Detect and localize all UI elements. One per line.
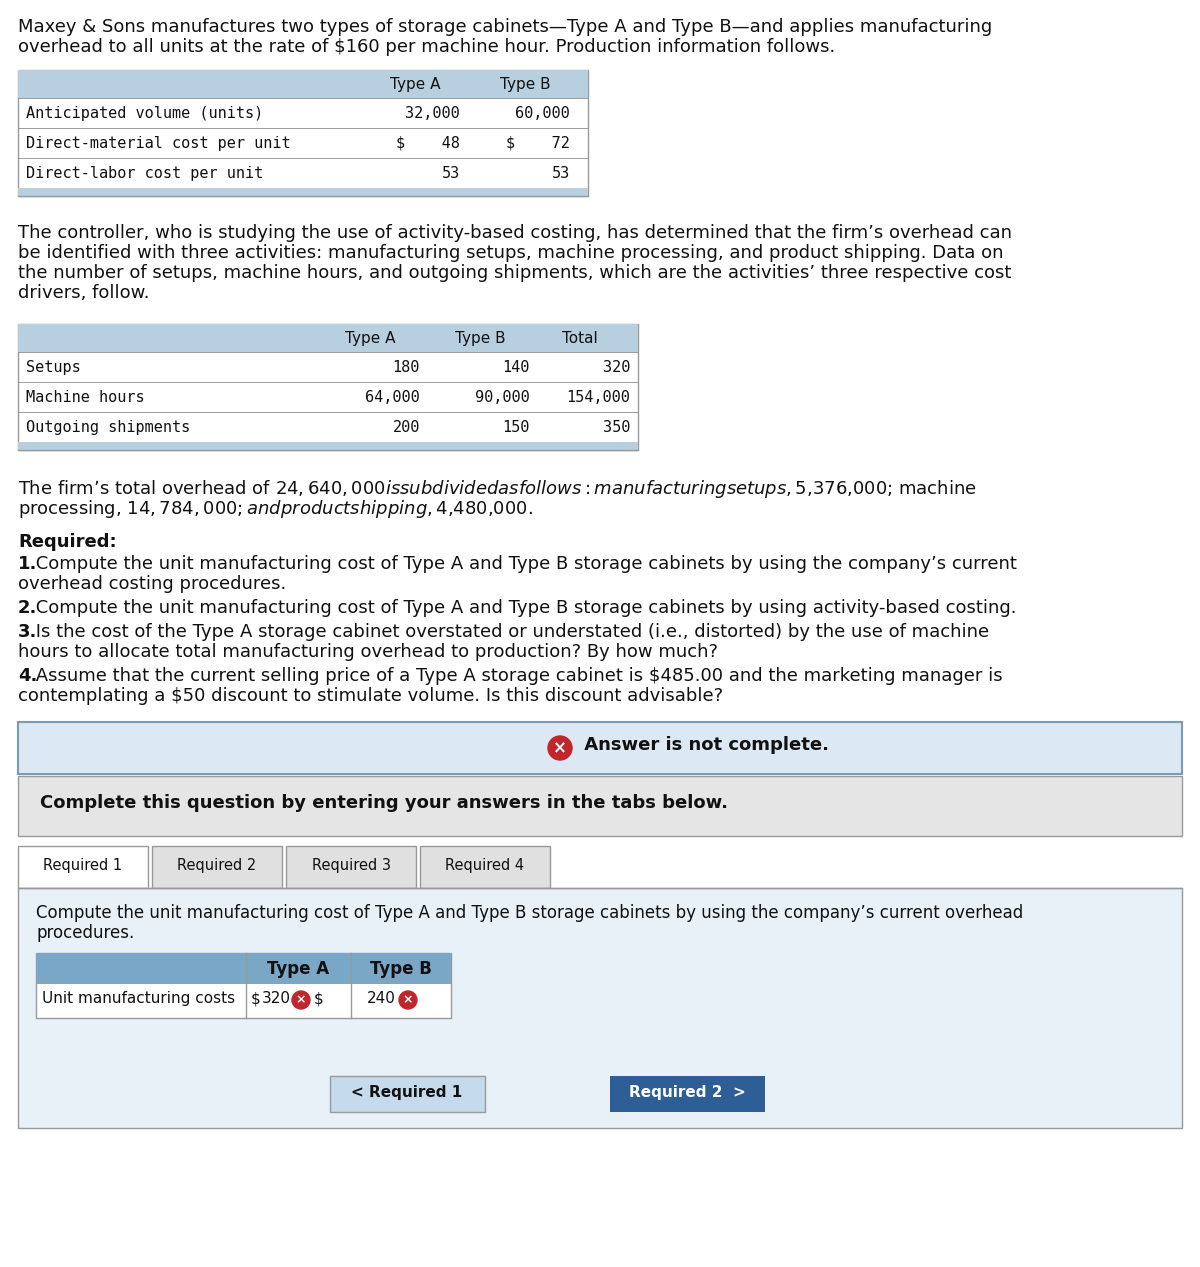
- Bar: [18, 442, 638, 450]
- Text: Required 1: Required 1: [43, 858, 122, 873]
- Text: Compute the unit manufacturing cost of Type A and Type B storage cabinets by usi: Compute the unit manufacturing cost of T…: [36, 903, 1024, 922]
- Bar: [18, 70, 588, 196]
- Text: 4.: 4.: [18, 666, 37, 685]
- Circle shape: [292, 991, 310, 1009]
- Bar: [330, 1076, 485, 1112]
- Bar: [18, 888, 1182, 1128]
- Bar: [18, 846, 148, 888]
- Text: procedures.: procedures.: [36, 924, 134, 941]
- Circle shape: [398, 991, 418, 1009]
- Text: Assume that the current selling price of a Type A storage cabinet is $485.00 and: Assume that the current selling price of…: [30, 666, 1003, 685]
- Text: Compute the unit manufacturing cost of Type A and Type B storage cabinets by usi: Compute the unit manufacturing cost of T…: [30, 555, 1016, 573]
- Text: Machine hours: Machine hours: [26, 390, 145, 405]
- Text: 2.: 2.: [18, 599, 37, 617]
- Text: Direct-material cost per unit: Direct-material cost per unit: [26, 136, 290, 151]
- Circle shape: [548, 736, 572, 760]
- Bar: [152, 846, 282, 888]
- Bar: [36, 953, 451, 1017]
- Bar: [610, 1076, 766, 1112]
- Text: hours to allocate total manufacturing overhead to production? By how much?: hours to allocate total manufacturing ov…: [18, 642, 718, 661]
- Text: $: $: [251, 991, 260, 1006]
- Text: Type A: Type A: [344, 331, 395, 346]
- Text: 53: 53: [552, 166, 570, 181]
- Text: ×: ×: [403, 993, 413, 1006]
- Text: Required 2: Required 2: [178, 858, 257, 873]
- Text: 154,000: 154,000: [566, 390, 630, 405]
- Text: Anticipated volume (units): Anticipated volume (units): [26, 106, 263, 122]
- Text: contemplating a $50 discount to stimulate volume. Is this discount advisable?: contemplating a $50 discount to stimulat…: [18, 687, 724, 704]
- Bar: [18, 70, 588, 98]
- Text: Setups: Setups: [26, 360, 80, 375]
- Text: 32,000: 32,000: [406, 106, 460, 122]
- Text: Unit manufacturing costs: Unit manufacturing costs: [42, 991, 235, 1006]
- Text: $: $: [314, 991, 324, 1006]
- Text: overhead costing procedures.: overhead costing procedures.: [18, 575, 287, 593]
- Bar: [420, 846, 550, 888]
- Text: 90,000: 90,000: [475, 390, 530, 405]
- Text: ×: ×: [295, 993, 306, 1006]
- Text: be identified with three activities: manufacturing setups, machine processing, a: be identified with three activities: man…: [18, 245, 1003, 262]
- Text: Required 3: Required 3: [312, 858, 390, 873]
- Bar: [18, 775, 1182, 836]
- Text: 200: 200: [392, 419, 420, 435]
- Text: Compute the unit manufacturing cost of Type A and Type B storage cabinets by usi: Compute the unit manufacturing cost of T…: [30, 599, 1016, 617]
- Text: Complete this question by entering your answers in the tabs below.: Complete this question by entering your …: [40, 794, 728, 812]
- Text: drivers, follow.: drivers, follow.: [18, 284, 150, 302]
- Bar: [18, 722, 1182, 774]
- Text: Answer is not complete.: Answer is not complete.: [578, 736, 829, 754]
- Bar: [286, 846, 416, 888]
- Text: Required 4: Required 4: [445, 858, 524, 873]
- Text: the number of setups, machine hours, and outgoing shipments, which are the activ: the number of setups, machine hours, and…: [18, 264, 1012, 283]
- Text: overhead to all units at the rate of $160 per machine hour. Production informati: overhead to all units at the rate of $16…: [18, 38, 835, 56]
- Text: ×: ×: [553, 739, 566, 756]
- Text: Total: Total: [562, 331, 598, 346]
- Text: The controller, who is studying the use of activity-based costing, has determine: The controller, who is studying the use …: [18, 224, 1012, 242]
- Text: 320: 320: [602, 360, 630, 375]
- Text: Type B: Type B: [499, 77, 551, 92]
- Text: 150: 150: [503, 419, 530, 435]
- Text: Type A: Type A: [266, 960, 329, 978]
- Text: 140: 140: [503, 360, 530, 375]
- Text: 3.: 3.: [18, 623, 37, 641]
- Text: < Required 1: < Required 1: [352, 1085, 463, 1100]
- Text: $    72: $ 72: [506, 136, 570, 151]
- Text: 350: 350: [602, 419, 630, 435]
- Text: Type B: Type B: [370, 960, 432, 978]
- Bar: [18, 188, 588, 196]
- Text: Type B: Type B: [455, 331, 505, 346]
- Text: $    48: $ 48: [396, 136, 460, 151]
- Text: 180: 180: [392, 360, 420, 375]
- Text: Is the cost of the Type A storage cabinet overstated or understated (i.e., disto: Is the cost of the Type A storage cabine…: [30, 623, 989, 641]
- Text: 240: 240: [367, 991, 396, 1006]
- Text: Direct-labor cost per unit: Direct-labor cost per unit: [26, 166, 263, 181]
- Text: 64,000: 64,000: [365, 390, 420, 405]
- Text: Required:: Required:: [18, 533, 116, 551]
- Bar: [18, 324, 638, 450]
- Text: Maxey & Sons manufactures two types of storage cabinets—Type A and Type B—and ap: Maxey & Sons manufactures two types of s…: [18, 18, 992, 35]
- Text: processing, $14,784,000; and product shipping, $4,480,000.: processing, $14,784,000; and product shi…: [18, 498, 533, 519]
- Bar: [18, 324, 638, 352]
- Text: 1.: 1.: [18, 555, 37, 573]
- Text: 320: 320: [262, 991, 292, 1006]
- Text: 60,000: 60,000: [515, 106, 570, 122]
- Text: Type A: Type A: [390, 77, 440, 92]
- Text: Outgoing shipments: Outgoing shipments: [26, 419, 191, 435]
- Text: 53: 53: [442, 166, 460, 181]
- Text: The firm’s total overhead of $24,640,000 is subdivided as follows: manufacturing: The firm’s total overhead of $24,640,000…: [18, 478, 977, 500]
- Bar: [36, 953, 451, 983]
- Text: Required 2  >: Required 2 >: [629, 1085, 745, 1100]
